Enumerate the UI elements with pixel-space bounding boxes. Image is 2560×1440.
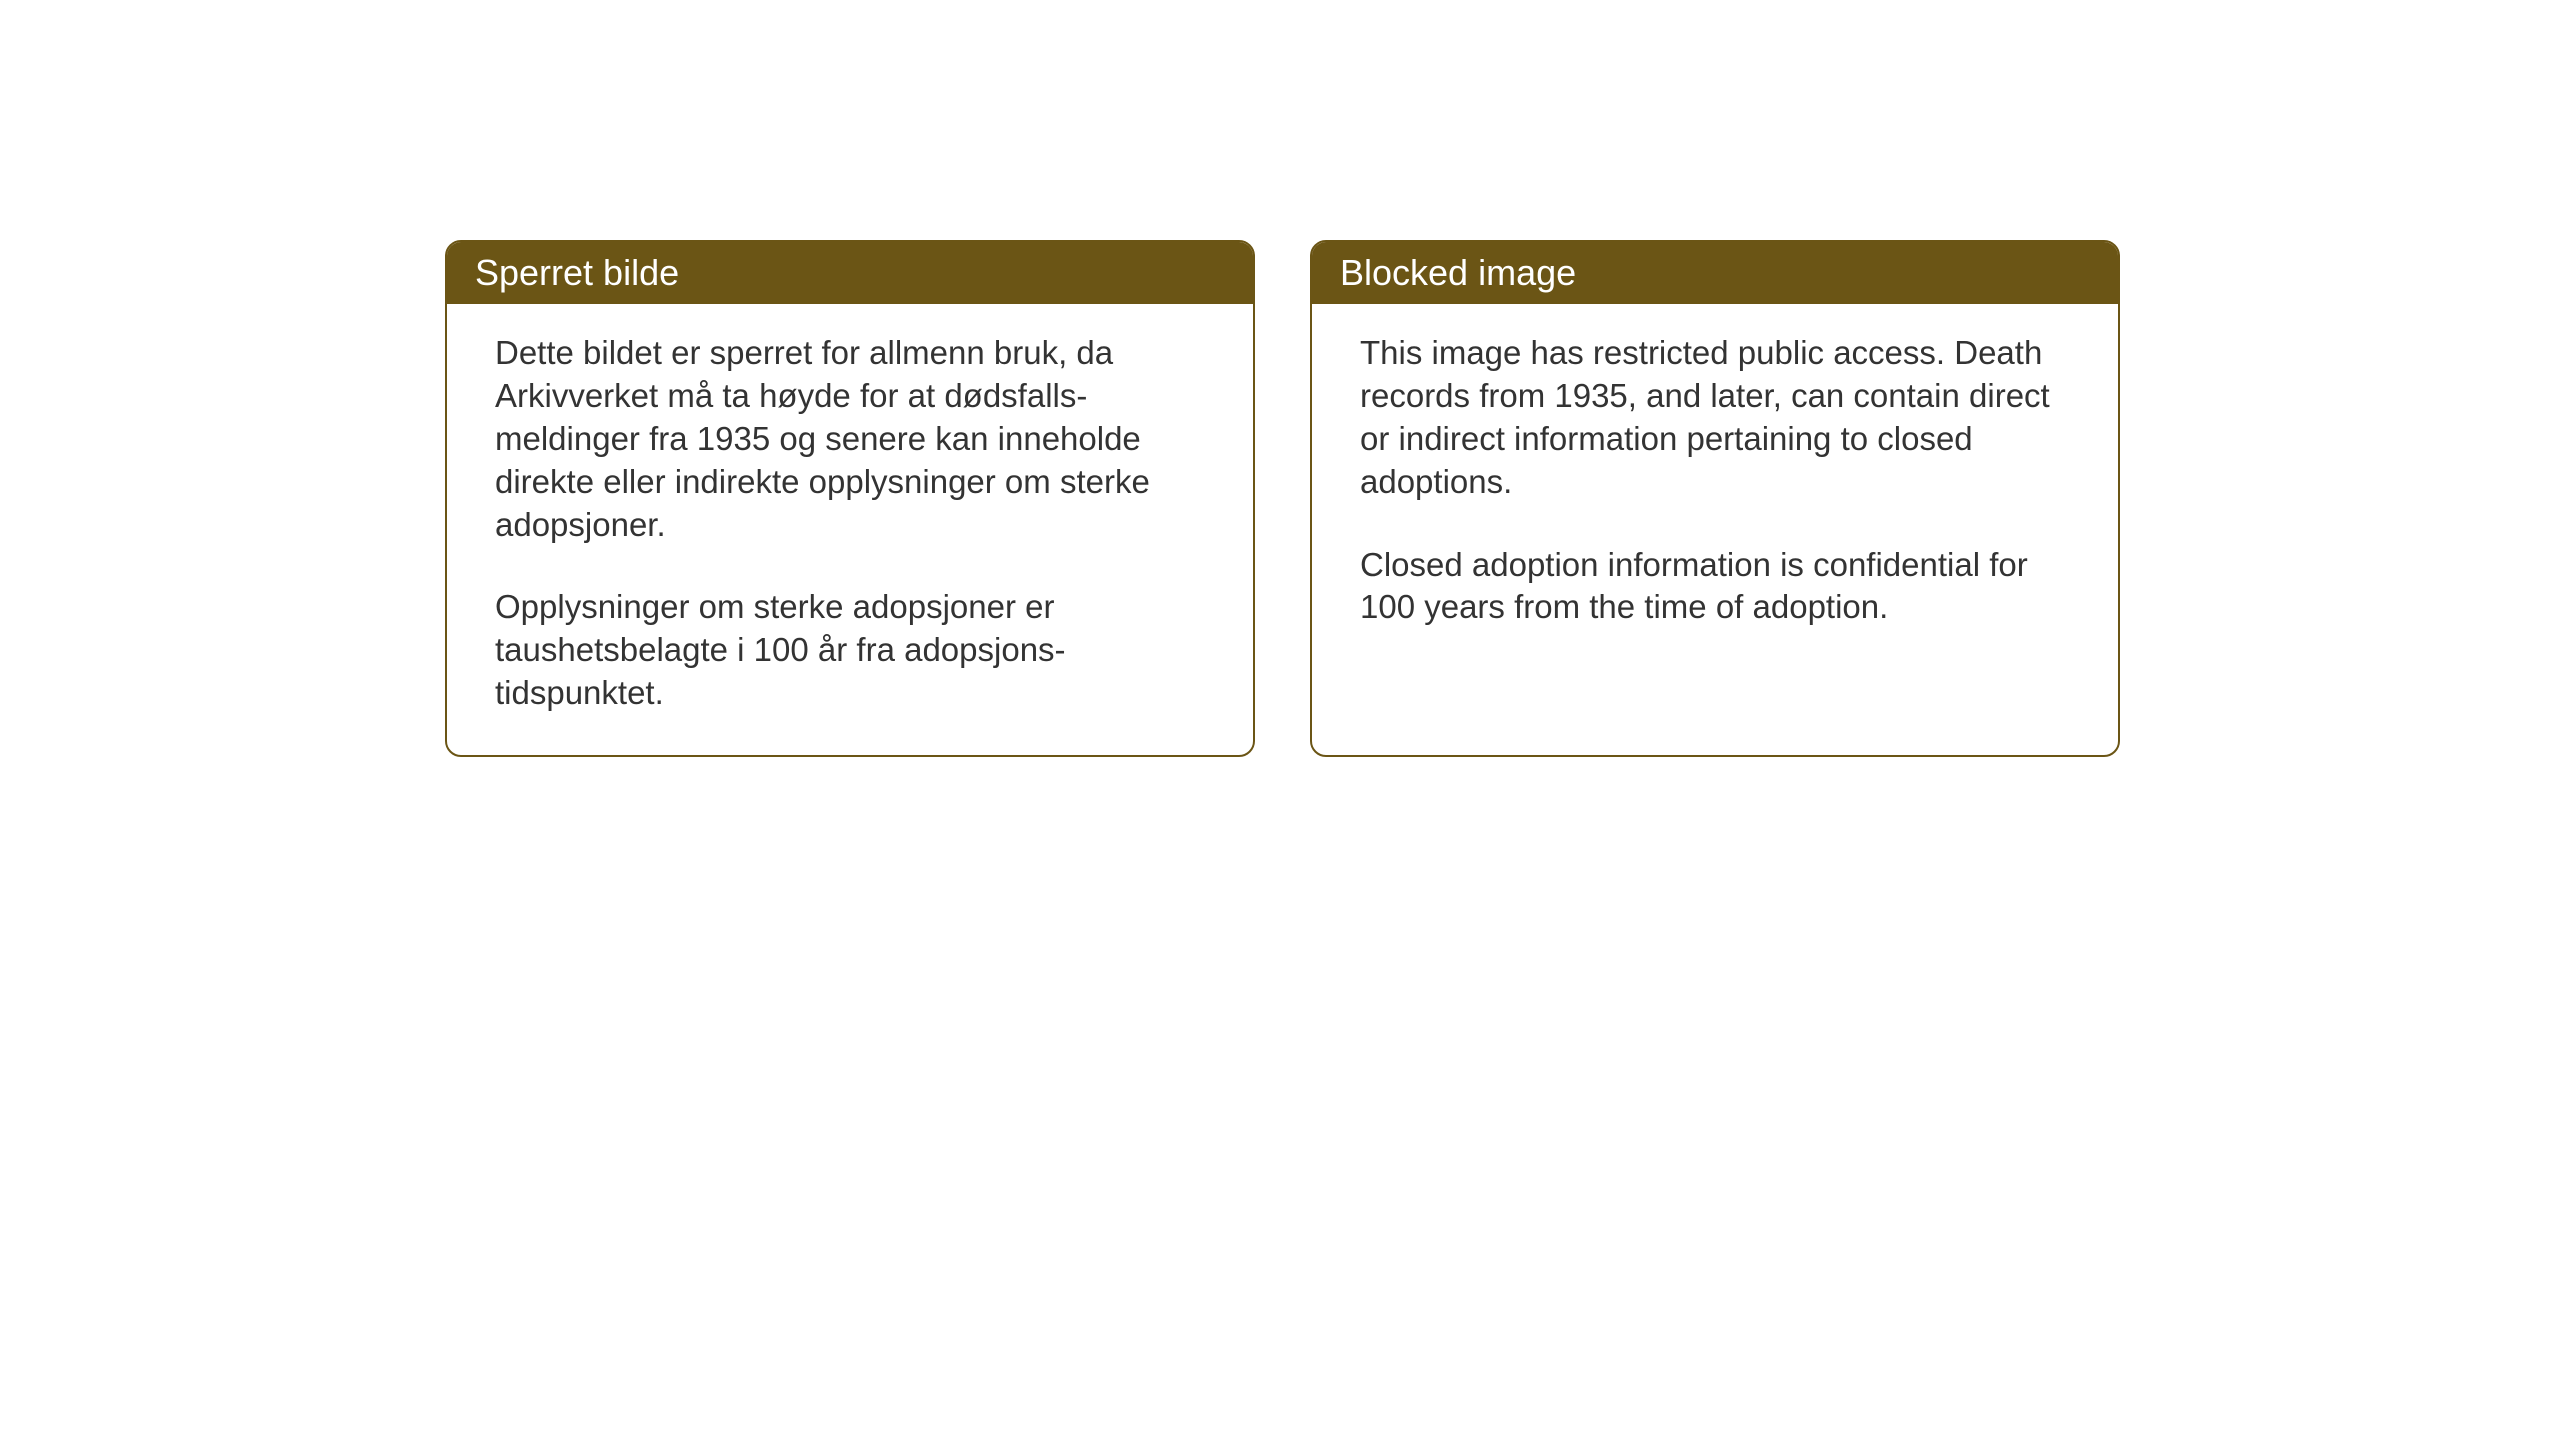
norwegian-card-title: Sperret bilde xyxy=(447,242,1253,304)
norwegian-paragraph-2: Opplysninger om sterke adopsjoner er tau… xyxy=(495,586,1205,715)
notice-card-container: Sperret bilde Dette bildet er sperret fo… xyxy=(445,240,2120,757)
english-paragraph-2: Closed adoption information is confident… xyxy=(1360,544,2070,630)
english-card-body: This image has restricted public access.… xyxy=(1312,304,2118,669)
english-notice-card: Blocked image This image has restricted … xyxy=(1310,240,2120,757)
english-paragraph-1: This image has restricted public access.… xyxy=(1360,332,2070,504)
norwegian-paragraph-1: Dette bildet er sperret for allmenn bruk… xyxy=(495,332,1205,546)
english-card-title: Blocked image xyxy=(1312,242,2118,304)
norwegian-notice-card: Sperret bilde Dette bildet er sperret fo… xyxy=(445,240,1255,757)
norwegian-card-body: Dette bildet er sperret for allmenn bruk… xyxy=(447,304,1253,755)
